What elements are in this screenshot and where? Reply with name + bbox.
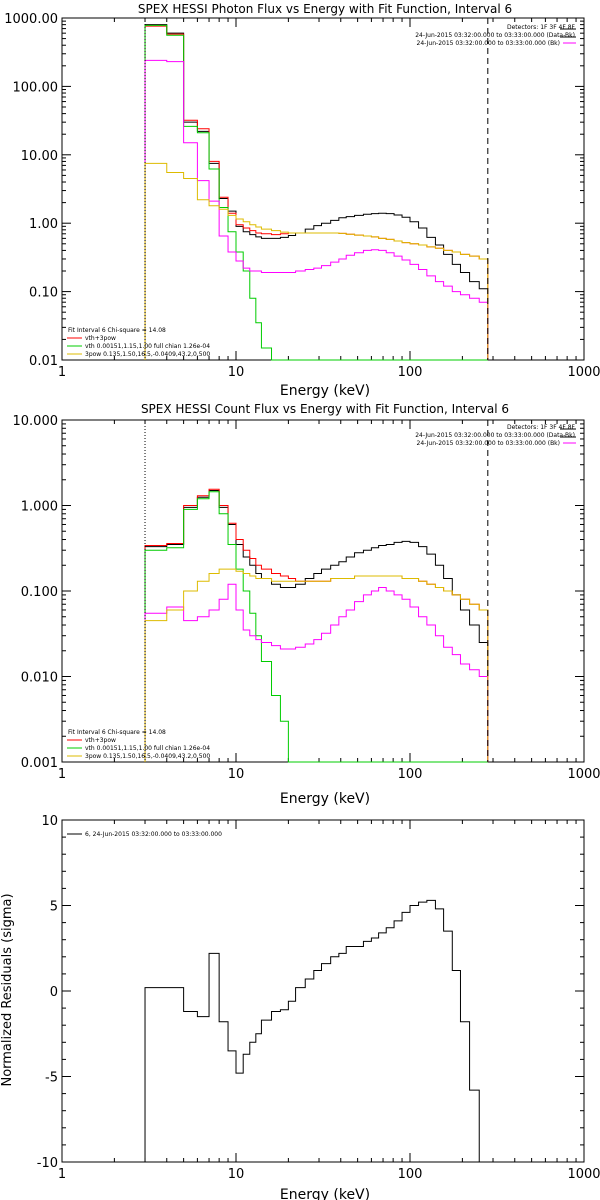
p1-series-4 xyxy=(144,162,489,360)
count-flux-legend-3pow: 3pow 0.135,1.50,16.5,-0.0409,43.2,0.500 xyxy=(85,753,210,760)
count-flux-xlabel: Energy (keV) xyxy=(280,791,370,807)
photon-flux-panel: 1 10 100 1000 0.01 0.10 1.00 10.00 100.00 1000.00 xyxy=(4,12,600,380)
p1-axes-frame xyxy=(61,17,585,361)
y-tick-label: 100.00 xyxy=(13,80,59,95)
count-flux-legend-bk: 24-Jun-2015 03:32:00.000 to 03:33:00.000… xyxy=(417,440,560,447)
y-tick-label: 0 xyxy=(50,985,58,1000)
x-tick-label: 1 xyxy=(58,767,66,782)
count-flux-legend-data: 24-Jun-2015 03:32:00.000 to 03:33:00.000… xyxy=(415,432,575,439)
y-tick-label: 5 xyxy=(50,900,58,915)
p3-axes-frame xyxy=(61,819,585,1163)
p1-series-3 xyxy=(144,59,489,360)
x-tick-label: 1 xyxy=(58,365,66,380)
x-tick-label: 100 xyxy=(398,767,423,782)
p2-series-4 xyxy=(144,568,489,762)
count-flux-fit-info: Fit Interval 6 Chi-square = 14.08 xyxy=(68,729,166,736)
x-tick-label: 100 xyxy=(398,365,423,380)
p2-series-2 xyxy=(144,491,488,763)
y-tick-label: 0.01 xyxy=(29,354,58,369)
photon-flux-legend-3pow: 3pow 0.135,1.50,16.5,-0.0409,43.2,0.500 xyxy=(85,351,210,358)
count-flux-title: SPEX HESSI Count Flux vs Energy with Fit… xyxy=(141,402,509,416)
photon-flux-legend-data: 24-Jun-2015 03:32:00.000 to 03:33:00.000… xyxy=(415,32,575,39)
residuals-ylabel: Normalized Residuals (sigma) xyxy=(0,893,15,1086)
y-tick-label: 10 xyxy=(41,814,58,829)
x-tick-label: 1 xyxy=(58,1167,66,1182)
y-tick-label: 0.100 xyxy=(21,585,58,600)
count-flux-legend-detectors: Detectors: 1F 3F 4F 8F xyxy=(507,424,576,431)
p1-series-2 xyxy=(144,24,488,361)
x-tick-label: 10 xyxy=(228,365,245,380)
y-tick-label: 1000.00 xyxy=(4,12,58,27)
x-tick-label: 1000 xyxy=(567,1167,600,1182)
y-tick-label: 0.010 xyxy=(21,671,58,686)
x-tick-label: 10 xyxy=(228,1167,245,1182)
p3-series-0 xyxy=(144,899,488,1163)
photon-flux-fit-info: Fit Interval 6 Chi-square = 14.08 xyxy=(68,327,166,334)
photon-flux-legend-vth: vth 0.00151,1.15,1.00 full chian 1.26e-0… xyxy=(85,343,210,350)
photon-flux-legend-vth3pow: vth+3pow xyxy=(85,335,116,342)
y-tick-label: 1.00 xyxy=(29,217,58,232)
photon-flux-legend-bk: 24-Jun-2015 03:32:00.000 to 03:33:00.000… xyxy=(417,40,560,47)
count-flux-legend-vth: vth 0.00151,1.15,1.00 full chian 1.26e-0… xyxy=(85,745,210,752)
y-tick-label: -5 xyxy=(45,1071,58,1086)
count-flux-panel: 1 10 100 1000 0.001 0.010 0.100 1.000 10.000 xyxy=(13,414,600,782)
y-tick-label: 10.000 xyxy=(13,414,59,429)
photon-flux-legend-detectors: Detectors: 1F 3F 4F 8F xyxy=(507,24,576,31)
y-tick-label: 1.000 xyxy=(21,500,58,515)
y-tick-label: -10 xyxy=(37,1156,58,1171)
p2-series-0 xyxy=(144,489,489,762)
y-tick-label: 10.00 xyxy=(21,149,58,164)
x-tick-label: 100 xyxy=(398,1167,423,1182)
p1-series-0 xyxy=(144,24,489,360)
x-tick-label: 10 xyxy=(228,767,245,782)
residuals-xlabel: Energy (keV) xyxy=(280,1187,370,1200)
p1-series-1 xyxy=(144,25,489,360)
p2-axes-frame xyxy=(61,419,585,763)
y-tick-label: 0.10 xyxy=(29,286,58,301)
x-tick-label: 1000 xyxy=(567,365,600,380)
photon-flux-xlabel: Energy (keV) xyxy=(280,383,370,399)
photon-flux-title: SPEX HESSI Photon Flux vs Energy with Fi… xyxy=(138,2,512,16)
p2-series-1 xyxy=(144,488,489,762)
residuals-legend: 6, 24-Jun-2015 03:32:00.000 to 03:33:00.… xyxy=(85,831,222,838)
p2-series-3 xyxy=(144,583,489,762)
x-tick-label: 1000 xyxy=(567,767,600,782)
residuals-panel: 1 10 100 1000 -10 -5 0 5 10 xyxy=(37,814,600,1182)
y-tick-label: 0.001 xyxy=(21,756,58,771)
count-flux-legend-vth3pow: vth+3pow xyxy=(85,737,116,744)
